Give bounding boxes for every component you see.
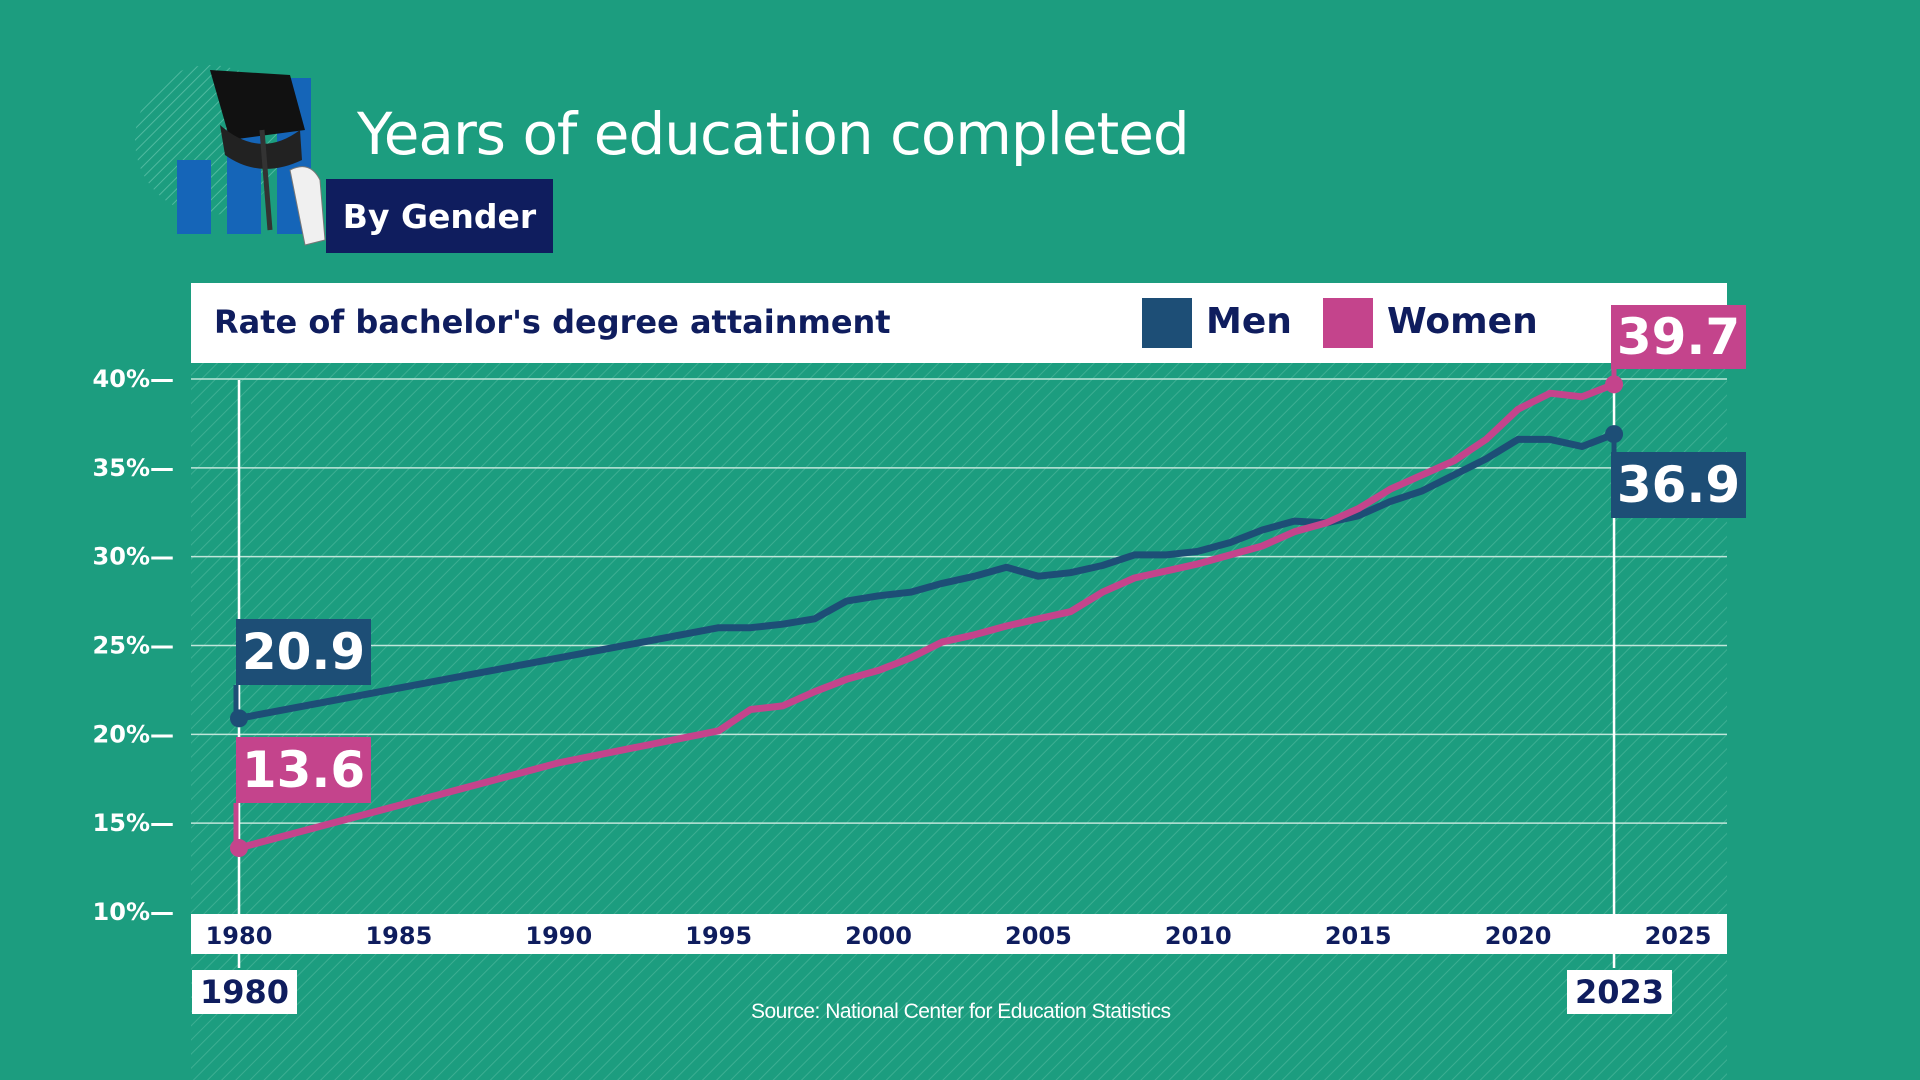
x-tick-label: 2010 — [1165, 922, 1232, 950]
x-tick-label: 2005 — [1005, 922, 1072, 950]
chart-title: Rate of bachelor's degree attainment — [214, 303, 891, 341]
data-label: 39.7 — [1617, 308, 1740, 366]
x-tick-label: 2025 — [1645, 922, 1712, 950]
cap-icon — [210, 70, 305, 140]
series-endpoint-women — [230, 839, 248, 858]
y-tick-label: 40%— — [93, 365, 174, 393]
data-label-box — [236, 619, 371, 685]
source-note: Source: National Center for Education St… — [751, 1000, 1171, 1023]
data-label: 13.6 — [242, 741, 365, 799]
x-tick-label: 2015 — [1325, 922, 1392, 950]
series-line-men — [235, 430, 1618, 722]
x-tick-label: 1990 — [525, 922, 592, 950]
year-marker-start: 1980 — [192, 970, 298, 1014]
graduation-cap-illustration — [135, 65, 326, 246]
data-label: 36.9 — [1617, 456, 1740, 514]
legend-label-women: Women — [1387, 301, 1538, 342]
legend-label-men: Men — [1206, 301, 1292, 342]
data-label-box — [236, 737, 371, 803]
data-label: 20.9 — [242, 623, 365, 681]
series-endpoint-men — [1605, 425, 1624, 444]
y-tick-label: 10%— — [93, 898, 174, 926]
page-title: Years of education completed — [357, 100, 1190, 168]
y-tick-label: 30%— — [93, 543, 174, 571]
tassel-icon — [259, 129, 273, 231]
data-label-box — [1611, 452, 1746, 518]
year-marker-end: 2023 — [1567, 970, 1673, 1014]
data-label-box — [1611, 305, 1746, 369]
x-tick-label: 2000 — [845, 922, 912, 950]
chart-header-bar — [191, 283, 1727, 363]
subtitle-badge: By Gender — [326, 179, 553, 253]
series-line-women — [235, 380, 1618, 852]
y-tick-label: 25%— — [93, 632, 174, 660]
hand-icon — [289, 166, 326, 246]
x-axis-band — [191, 914, 1727, 954]
x-tick-label: 1985 — [365, 922, 432, 950]
y-tick-label: 15%— — [93, 809, 174, 837]
x-tick-label: 1995 — [685, 922, 752, 950]
subtitle-text: By Gender — [342, 196, 537, 236]
series-endpoint-men — [230, 709, 248, 728]
bar-decoration — [177, 160, 211, 234]
y-tick-label: 35%— — [93, 454, 174, 482]
y-tick-label: 20%— — [93, 720, 174, 748]
legend-swatch-men — [1142, 298, 1192, 348]
legend-swatch-women — [1323, 298, 1373, 348]
x-tick-label: 2020 — [1485, 922, 1552, 950]
lower-hatched-area — [191, 954, 1727, 1080]
